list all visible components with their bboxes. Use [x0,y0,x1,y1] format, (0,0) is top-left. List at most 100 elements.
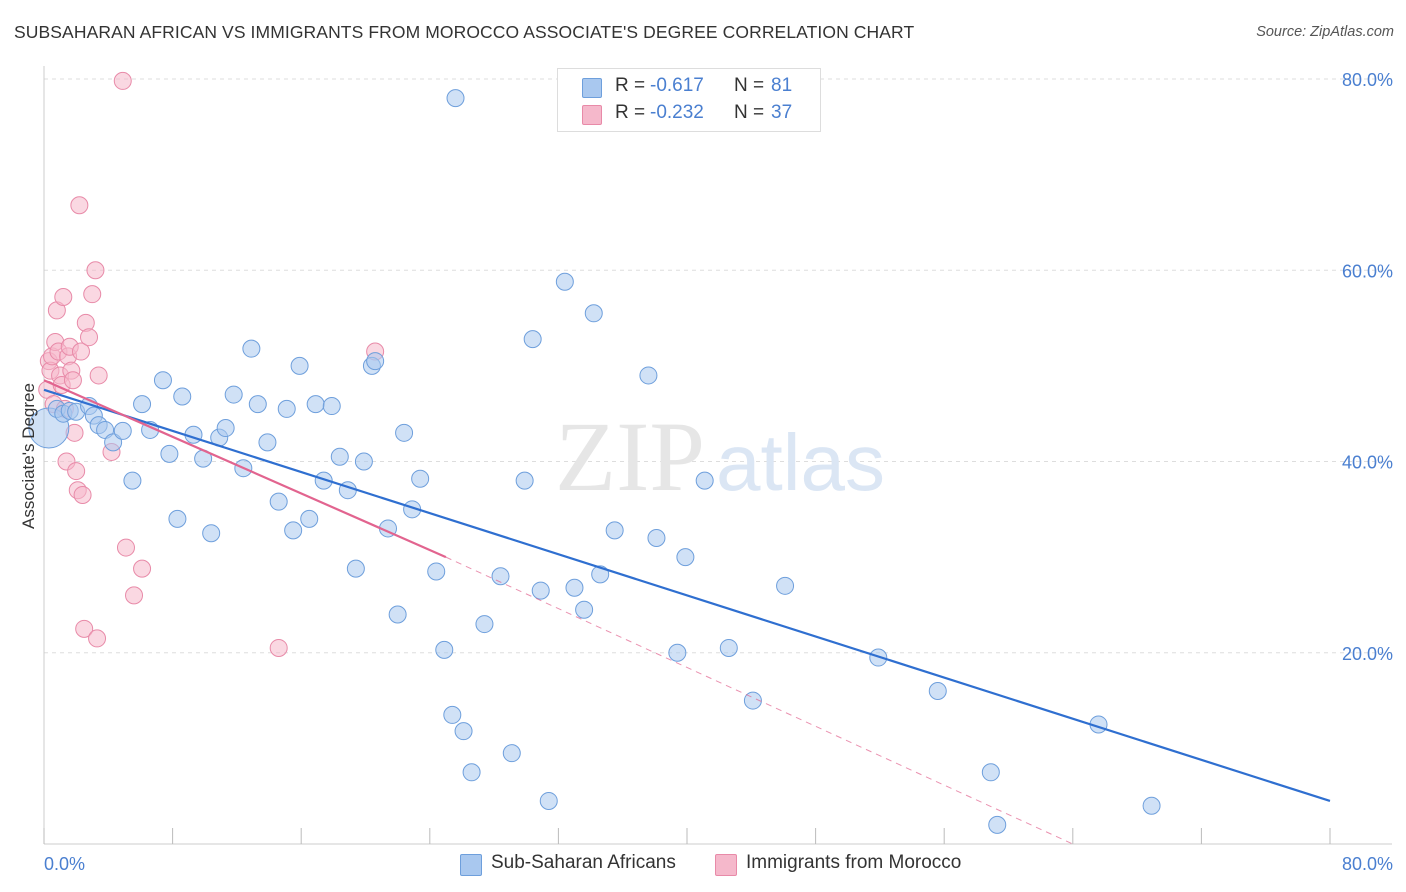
tick-labels: 20.0% 40.0% 60.0% 80.0% 0.0% 80.0% [44,70,1393,874]
point-subsaharan [395,423,414,442]
point-subsaharan [435,640,454,659]
point-subsaharan [584,304,603,323]
axes [43,66,1392,845]
legend-swatch-blue [582,78,602,98]
point-subsaharan [988,815,1007,834]
y-tick-label: 20.0% [1342,644,1393,664]
source-label: Source: ZipAtlas.com [1256,24,1394,40]
point-subsaharan [322,397,341,416]
point-subsaharan [202,524,221,543]
trend-line-subsaharan [43,388,1331,803]
point-morocco [113,71,132,90]
point-subsaharan [242,339,261,358]
n-label: N = [734,102,765,123]
r-value: -0.617 [650,75,704,96]
point-subsaharan [462,763,481,782]
point-morocco [83,285,102,304]
point-subsaharan [123,471,142,490]
point-subsaharan [160,444,179,463]
point-subsaharan [284,521,303,540]
n-value: 37 [771,102,793,123]
point-subsaharan [454,722,473,741]
point-subsaharan [113,421,132,440]
point-subsaharan [346,559,365,578]
watermark-zip: ZIP [555,401,705,512]
trend-line-morocco-extension [445,556,1074,845]
point-subsaharan [539,791,558,810]
watermark-atlas: atlas [716,418,885,507]
point-subsaharan [515,471,534,490]
x-tick-label: 0.0% [44,854,85,874]
point-subsaharan [269,492,288,511]
point-subsaharan [475,615,494,634]
legend-swatch-blue [460,854,482,876]
point-subsaharan [531,581,550,600]
r-label: R = [615,75,646,96]
r-value: -0.232 [650,102,704,123]
trend-line-morocco [43,379,447,559]
point-subsaharan [306,395,325,414]
point-morocco [125,586,144,605]
point-subsaharan [258,433,277,452]
point-subsaharan [104,433,123,452]
trend-lines [43,379,1331,845]
point-subsaharan [523,330,542,349]
point-morocco [89,366,108,385]
point-subsaharan [502,744,521,763]
point-subsaharan [555,272,574,291]
point-subsaharan [290,356,309,375]
point-subsaharan [216,419,235,438]
series-subsaharan-points [28,89,1161,834]
point-subsaharan [605,521,624,540]
point-subsaharan [388,605,407,624]
point-subsaharan [411,469,430,488]
point-morocco [73,485,92,504]
stats-legend: R = -0.617 N = 81 R = -0.232 N = 37 [557,68,821,132]
point-morocco [63,371,82,390]
point-morocco [116,538,135,557]
point-subsaharan [743,691,762,710]
y-tick-label: 40.0% [1342,453,1393,473]
point-subsaharan [981,763,1000,782]
point-subsaharan [173,387,192,406]
point-subsaharan [446,89,465,108]
point-subsaharan [153,371,172,390]
n-value: 81 [771,75,793,96]
point-subsaharan [330,447,349,466]
chart-title: SUBSAHARAN AFRICAN VS IMMIGRANTS FROM MO… [14,22,915,42]
point-subsaharan [248,395,267,414]
point-morocco [86,261,105,280]
y-tick-label: 80.0% [1342,70,1393,90]
point-subsaharan [928,682,947,700]
point-subsaharan [366,352,385,371]
r-label: R = [615,102,646,123]
y-tick-label: 60.0% [1342,261,1393,281]
point-subsaharan [719,638,738,657]
watermark: ZIP atlas [555,401,885,512]
point-morocco [54,288,73,307]
point-subsaharan [168,509,187,528]
point-subsaharan [224,385,243,404]
point-morocco [70,196,89,215]
point-morocco [133,559,152,578]
point-morocco [71,342,90,361]
point-subsaharan [695,471,714,490]
point-subsaharan [133,395,152,414]
point-subsaharan [314,471,333,490]
point-morocco [75,619,94,638]
y-axis-label: Associate's Degree [19,383,38,529]
point-subsaharan [277,399,296,418]
legend-label: Sub-Saharan Africans [491,852,676,873]
point-morocco [88,629,107,648]
point-morocco [269,638,288,657]
grid-lines [44,78,1392,654]
point-subsaharan [354,452,373,471]
series-morocco-points [38,71,385,657]
point-subsaharan [427,562,446,581]
point-subsaharan [575,600,594,619]
n-label: N = [734,75,765,96]
legend-label: Immigrants from Morocco [746,852,962,873]
point-subsaharan [668,643,687,662]
point-morocco [67,462,86,481]
